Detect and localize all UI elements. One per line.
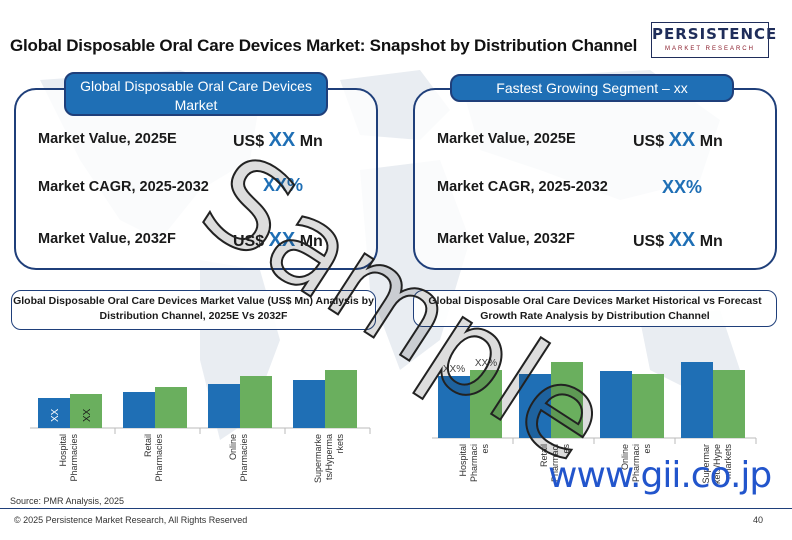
category-tick-label: Retail (143, 434, 153, 457)
right-metric-value-2025: US$ XX Mn (633, 129, 723, 152)
page-number: 40 (753, 515, 764, 525)
left-metric-value-2025: US$ XX Mn (233, 129, 323, 152)
category-tick-label: Pharmaci (631, 444, 641, 482)
copyright-footer: © 2025 Persistence Market Research, All … (14, 515, 248, 525)
left-metric-label-value-2032: Market Value, 2032F (38, 231, 176, 247)
left-metric-label-cagr: Market CAGR, 2025-2032 (38, 179, 209, 195)
left-metric-label-value-2025: Market Value, 2025E (38, 131, 177, 147)
fastest-segment-heading: Fastest Growing Segment – xx (450, 74, 734, 102)
value-placeholder: XX (268, 229, 296, 251)
company-logo: PERSISTENCE MARKET RESEARCH (651, 22, 778, 58)
value-suffix: Mn (695, 133, 723, 150)
bar-series-1-0 (438, 376, 470, 438)
category-tick-label: rmarkets (723, 444, 733, 480)
bar-series-1-2 (600, 371, 632, 438)
gii-url-overlay: www.gii.co.jp (548, 455, 772, 496)
bar-series-2-1 (551, 362, 583, 438)
bar-series-2-2 (632, 374, 664, 438)
growth-chart-title: Global Disposable Oral Care Devices Mark… (413, 290, 777, 327)
category-tick-label: Supermarke (313, 434, 323, 483)
fastest-segment-panel (413, 88, 777, 270)
category-tick-label: Online (228, 434, 238, 460)
bar-series-1-2 (208, 384, 240, 428)
bar-series-2-2 (240, 376, 272, 428)
category-tick-label: Hospital (458, 444, 468, 477)
right-metric-value-2032: US$ XX Mn (633, 229, 723, 252)
value-placeholder: XX (668, 129, 696, 151)
bar-series-1-1 (519, 374, 551, 438)
bar-series-2-1 (155, 387, 187, 428)
value-placeholder: XX% (662, 177, 703, 197)
right-metric-label-value-2032: Market Value, 2032F (437, 231, 575, 247)
bar-series-2-0 (70, 394, 102, 428)
value-prefix: US$ (233, 133, 269, 150)
logo-wordmark: PERSISTENCE (652, 25, 778, 43)
bar-series-1-1 (123, 392, 155, 428)
category-tick-label: es (480, 444, 490, 454)
bar-data-label: XX (50, 408, 61, 422)
market-snapshot-heading: Global Disposable Oral Care Devices Mark… (64, 72, 328, 116)
bar-data-label: XX% (475, 358, 497, 369)
category-tick-label: Pharmaci (469, 444, 479, 482)
category-tick-label: Pharmacies (69, 434, 79, 482)
bar-series-1-3 (681, 362, 713, 438)
category-tick-label: Online (620, 444, 630, 470)
right-metric-label-value-2025: Market Value, 2025E (437, 131, 576, 147)
category-tick-label: es (561, 444, 571, 454)
footer-divider (0, 508, 792, 509)
value-suffix: Mn (695, 233, 723, 250)
category-tick-label: Pharmacies (239, 434, 249, 482)
value-prefix: US$ (233, 233, 269, 250)
value-prefix: US$ (633, 133, 669, 150)
bar-data-label: XX (82, 408, 93, 422)
left-metric-value-cagr: XX% (263, 175, 303, 196)
source-note: Source: PMR Analysis, 2025 (10, 496, 125, 506)
value-prefix: US$ (633, 233, 669, 250)
market-snapshot-panel (14, 88, 378, 270)
right-metric-value-cagr: XX% (662, 177, 702, 198)
bar-series-2-3 (325, 370, 357, 428)
bar-data-label: XX% (443, 364, 465, 375)
bar-series-1-3 (293, 380, 325, 428)
value-placeholder: XX (668, 229, 696, 251)
category-tick-label: es (642, 444, 652, 454)
category-tick-label: Pharmaci (550, 444, 560, 482)
bar-series-2-3 (713, 370, 745, 438)
right-metric-label-cagr: Market CAGR, 2025-2032 (437, 179, 608, 195)
bar-series-2-0 (470, 370, 502, 438)
value-suffix: Mn (295, 233, 323, 250)
category-tick-label: Pharmacies (154, 434, 164, 482)
growth-rate-bar-chart: XX%XX%Hospital Pharmaci es Retail Pharmaci es… (432, 358, 757, 484)
category-tick-label: kets/Hype (712, 444, 722, 484)
bar-series-1-0 (38, 398, 70, 428)
category-tick-label: Supermar (701, 444, 711, 484)
value-suffix: Mn (295, 133, 323, 150)
logo-tagline: MARKET RESEARCH (665, 46, 755, 52)
category-tick-label: Retail (539, 444, 549, 467)
page-title: Global Disposable Oral Care Devices Mark… (10, 36, 638, 55)
left-metric-value-2032: US$ XX Mn (233, 229, 323, 252)
value-chart-title: Global Disposable Oral Care Devices Mark… (11, 290, 376, 330)
category-tick-label: Hospital (58, 434, 68, 467)
category-tick-label: rkets (335, 434, 345, 454)
value-placeholder: XX (268, 129, 296, 151)
category-tick-label: ts/Hyperma (324, 434, 334, 480)
value-placeholder: XX% (263, 175, 304, 195)
